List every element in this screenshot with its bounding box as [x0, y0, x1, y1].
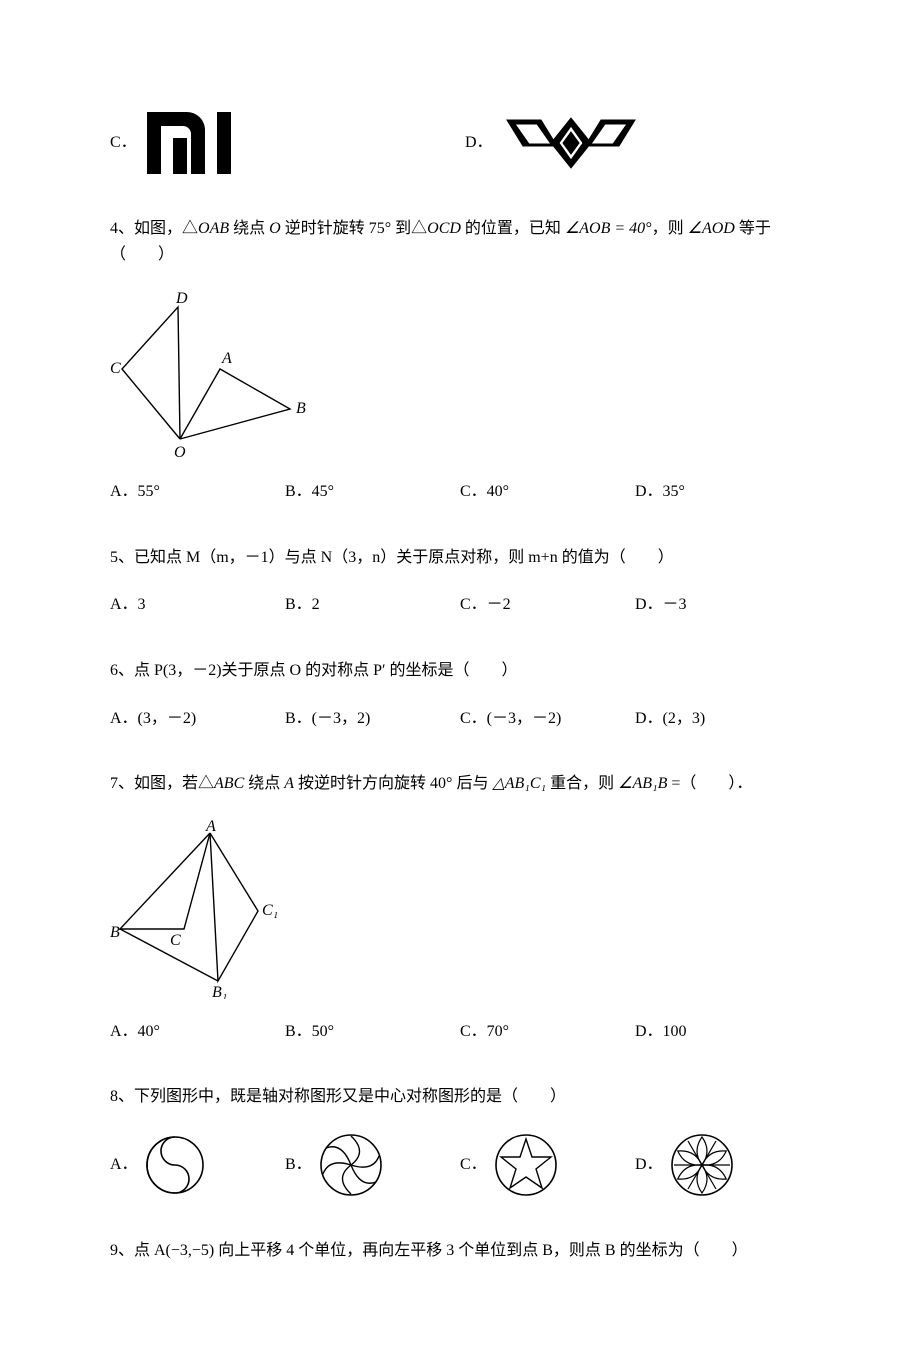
q8-text: 8、下列图形中，既是轴对称图形又是中心对称图形的是（ ）: [110, 1084, 810, 1110]
t: 7、如图，若: [110, 775, 198, 792]
q4-options: A．55° B．45° C．40° D．35°: [110, 479, 810, 505]
q7-options: A．40° B．50° C．70° D．100: [110, 1019, 810, 1045]
q4-opt-c: C．40°: [460, 479, 635, 505]
q8-opt-d-label: D．: [635, 1152, 663, 1178]
t: △: [198, 775, 214, 792]
t: 的位置，已知: [461, 220, 565, 237]
q8-opt-b-label: B．: [285, 1152, 312, 1178]
t: 4、如图，: [110, 220, 182, 237]
t: 绕点: [229, 220, 269, 237]
q6-opt-a: A．(3，－2): [110, 706, 285, 732]
q5-options: A．3 B．2 C．－2 D．－3: [110, 592, 810, 618]
t: ，则: [652, 220, 688, 237]
t: 按逆时针方向旋转 40° 后与: [294, 775, 492, 792]
lbl-A: A: [205, 819, 216, 835]
flower-circle-icon: [669, 1132, 735, 1198]
lbl-C: C: [170, 932, 181, 949]
q3-options-row: C． D．: [110, 110, 810, 176]
q6-opt-c: C．(－3，－2): [460, 706, 635, 732]
lbl-D: D: [175, 290, 188, 307]
t: △: [411, 220, 427, 237]
t: OCD: [427, 220, 461, 237]
q8-options: A． B． C．: [110, 1132, 810, 1198]
q7-opt-d: D．100: [635, 1019, 810, 1045]
lbl-B: B: [296, 400, 306, 417]
q4-opt-b: B．45°: [285, 479, 460, 505]
t: 逆时针旋转 75° 到: [281, 220, 411, 237]
lbl-A: A: [221, 350, 232, 367]
t: ∠AOB = 40°: [565, 220, 652, 237]
q8-opt-c-label: C．: [460, 1152, 487, 1178]
pinwheel-icon: [318, 1132, 384, 1198]
q8-opt-a-label: A．: [110, 1152, 138, 1178]
q3-option-d-label: D．: [465, 130, 493, 156]
t: ABC: [214, 775, 244, 792]
t: O: [269, 220, 281, 237]
q5-opt-d: D．－3: [635, 592, 810, 618]
t: OAB: [198, 220, 229, 237]
t: △AB₁C₁: [492, 775, 546, 792]
q6-opt-d: D．(2，3): [635, 706, 810, 732]
q5-opt-a: A．3: [110, 592, 285, 618]
mi-logo-icon: [145, 110, 237, 176]
lbl-B: B: [110, 924, 120, 941]
q4-text: 4、如图，△OAB 绕点 O 逆时针旋转 75° 到△OCD 的位置，已知 ∠A…: [110, 216, 810, 267]
q7-opt-c: C．70°: [460, 1019, 635, 1045]
lbl-B1: B₁: [212, 984, 227, 999]
t: △: [182, 220, 198, 237]
wuling-logo-icon: [501, 116, 641, 170]
lbl-C: C: [110, 360, 121, 377]
t: ∠AB₁B: [618, 775, 667, 792]
t: 重合，则: [546, 775, 618, 792]
q4-opt-a: A．55°: [110, 479, 285, 505]
t: ∠AOD: [688, 220, 735, 237]
q6-text: 6、点 P(3，－2)关于原点 O 的对称点 P′ 的坐标是（ ）: [110, 658, 810, 684]
q6-opt-b: B．(－3，2): [285, 706, 460, 732]
t: =（ ）．: [667, 775, 752, 792]
q4-opt-d: D．35°: [635, 479, 810, 505]
q7-opt-b: B．50°: [285, 1019, 460, 1045]
q6-options: A．(3，－2) B．(－3，2) C．(－3，－2) D．(2，3): [110, 706, 810, 732]
q7-figure: A B C C₁ B₁: [110, 819, 810, 999]
star-circle-icon: [493, 1132, 559, 1198]
q5-text: 5、已知点 M（m，－1）与点 N（3，n）关于原点对称，则 m+n 的值为（ …: [110, 545, 810, 571]
lbl-O: O: [174, 444, 186, 459]
lbl-C1: C₁: [262, 902, 278, 919]
q9-text: 9、点 A(−3,−5) 向上平移 4 个单位，再向左平移 3 个单位到点 B，…: [110, 1238, 810, 1264]
t: A: [284, 775, 294, 792]
q7-text: 7、如图，若△ABC 绕点 A 按逆时针方向旋转 40° 后与 △AB₁C₁ 重…: [110, 771, 810, 797]
q4-figure: D A C B O: [110, 289, 810, 459]
q5-opt-c: C．－2: [460, 592, 635, 618]
t: 绕点: [244, 775, 284, 792]
q5-opt-b: B．2: [285, 592, 460, 618]
q3-option-c-label: C．: [110, 130, 137, 156]
yin-yang-icon: [144, 1134, 206, 1196]
q7-opt-a: A．40°: [110, 1019, 285, 1045]
